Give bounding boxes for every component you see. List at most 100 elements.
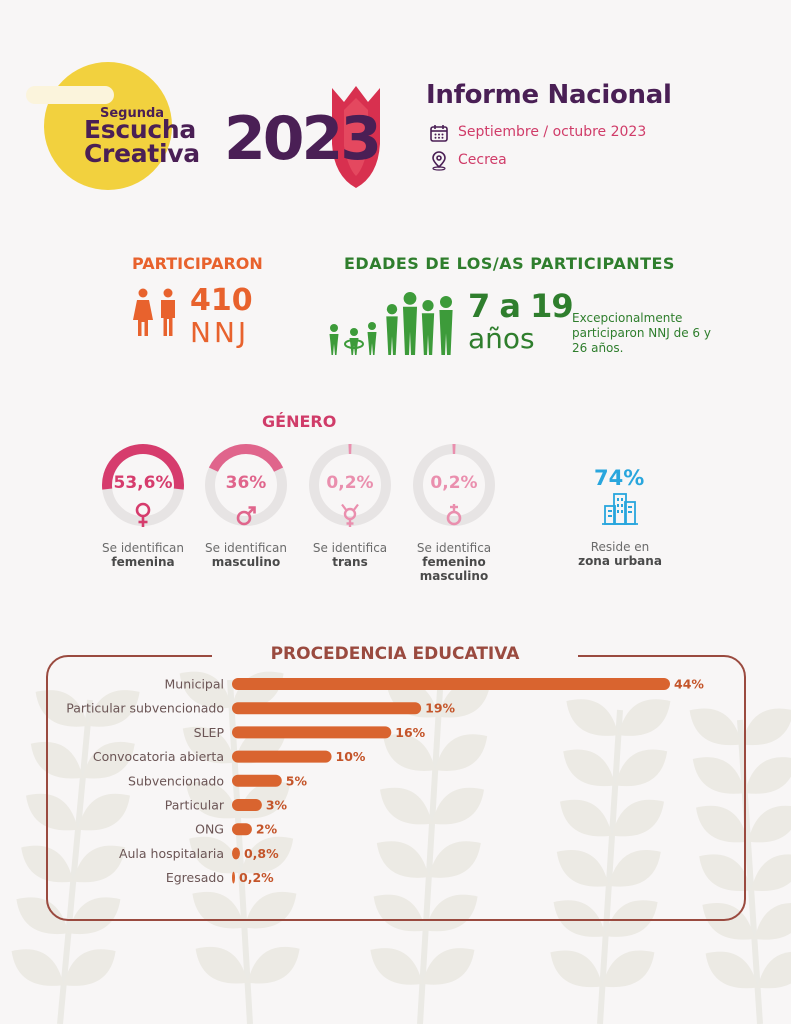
participants-title: PARTICIPARON bbox=[132, 254, 263, 273]
gender-label-androgyne: Se identifica femenino masculino bbox=[416, 541, 492, 583]
leaf-shape bbox=[705, 951, 758, 989]
leaf-shape bbox=[602, 950, 655, 988]
leaf-shape bbox=[380, 787, 432, 825]
leaf-shape bbox=[556, 849, 609, 887]
youth-figure-head bbox=[440, 296, 452, 308]
transgender-symbol-icon bbox=[341, 503, 359, 527]
leaf-shape bbox=[26, 793, 78, 831]
bar-category-label: Subvencionado bbox=[128, 773, 224, 788]
leaf-shape bbox=[757, 951, 791, 989]
gender-label-female: Se identifican femenina bbox=[102, 541, 184, 569]
leaf-shape bbox=[553, 900, 606, 937]
youth-figure-body bbox=[439, 310, 453, 355]
bar bbox=[232, 750, 332, 763]
gender-title: GÉNERO bbox=[262, 412, 337, 431]
youth-figure-body bbox=[402, 306, 418, 355]
bar bbox=[232, 823, 252, 836]
logo-cloud bbox=[26, 86, 114, 104]
urban-value: 74% bbox=[594, 466, 645, 490]
logo-year: 2023 bbox=[224, 104, 382, 174]
logo-sun-circle bbox=[44, 62, 172, 190]
youth-figure-body bbox=[349, 338, 359, 355]
leaf-shape bbox=[422, 948, 475, 985]
leaf-shape bbox=[618, 699, 671, 736]
age-range: 7 a 19 bbox=[468, 287, 574, 325]
leaf-shape bbox=[383, 734, 436, 771]
leaf-shape bbox=[63, 949, 116, 986]
participants-count: 410 bbox=[190, 283, 253, 318]
leaf-shape bbox=[16, 897, 69, 935]
youth-figure-head bbox=[330, 324, 338, 332]
leaf-shape bbox=[11, 949, 64, 986]
youth-figure-body bbox=[329, 334, 339, 355]
urban-label: Reside en zona urbana bbox=[578, 540, 662, 568]
leaf-shape bbox=[563, 749, 616, 787]
leaf-shape bbox=[195, 946, 248, 984]
bar-category-label: ONG bbox=[195, 822, 224, 837]
leaf-shape bbox=[241, 836, 294, 874]
leaf-shape bbox=[432, 787, 484, 825]
leaf-shape bbox=[179, 671, 232, 709]
leaf-shape bbox=[376, 841, 429, 878]
leaf-shape bbox=[428, 841, 481, 878]
leaf-shape bbox=[751, 854, 791, 892]
education-chart-title: PROCEDENCIA EDUCATIVA bbox=[270, 644, 520, 664]
bar bbox=[232, 871, 235, 884]
gender-label-trans: Se identifica trans bbox=[312, 541, 388, 569]
gender-value: 36% bbox=[225, 473, 267, 493]
youth-figure-head bbox=[422, 300, 434, 312]
leaf-shape bbox=[702, 903, 755, 940]
leaf-shape bbox=[78, 793, 130, 831]
gender-value: 53,6% bbox=[113, 473, 173, 493]
youth-figure-body bbox=[386, 316, 398, 355]
youth-figure-head bbox=[386, 304, 398, 315]
bar bbox=[232, 847, 240, 860]
bar bbox=[232, 702, 422, 715]
leaf-shape bbox=[754, 903, 791, 940]
leaf-shape bbox=[560, 799, 612, 837]
leaf-shape bbox=[608, 849, 661, 887]
leaf-shape bbox=[30, 741, 83, 779]
leaf-shape bbox=[612, 799, 664, 837]
leaf-shape bbox=[186, 781, 238, 819]
leaf-shape bbox=[699, 854, 752, 892]
bar-category-label: Particular subvencionado bbox=[66, 701, 224, 716]
bar bbox=[232, 726, 392, 739]
leaf-shape bbox=[370, 948, 423, 985]
leaf-shape bbox=[696, 805, 748, 843]
leaf-shape bbox=[550, 950, 603, 988]
leaf-shape bbox=[692, 757, 745, 794]
leaf-shape bbox=[744, 757, 791, 794]
gender-donut bbox=[413, 444, 495, 526]
leaf-shape bbox=[605, 900, 658, 937]
location-pin-icon bbox=[432, 151, 446, 171]
leaf-shape bbox=[87, 690, 140, 727]
donut-arc bbox=[208, 444, 284, 473]
leaf-shape bbox=[615, 749, 668, 787]
people-icon bbox=[133, 288, 175, 336]
leaf-shape bbox=[438, 680, 491, 718]
leaf-stem bbox=[417, 689, 443, 1024]
hula-hoop bbox=[344, 339, 364, 349]
leaf-shape bbox=[182, 726, 235, 764]
leaf-stem bbox=[737, 719, 763, 1024]
gender-donut bbox=[205, 444, 287, 526]
bar bbox=[232, 678, 670, 690]
leaf-shape bbox=[373, 894, 426, 932]
gender-androgyne-stat bbox=[411, 442, 497, 532]
gender-value: 0,2% bbox=[430, 473, 478, 493]
female-symbol-icon bbox=[135, 502, 151, 527]
leaf-stem bbox=[57, 699, 93, 1024]
youth-figure-body bbox=[367, 332, 377, 355]
bar-value-label: 0,2% bbox=[239, 870, 274, 885]
youth-figure-head bbox=[368, 322, 376, 330]
leaf-shape bbox=[748, 805, 791, 843]
ages-title: EDADES DE LOS/AS PARTICIPANTES bbox=[344, 254, 675, 273]
leaf-stem bbox=[227, 679, 253, 1024]
leaf-shape bbox=[425, 894, 478, 932]
bar bbox=[232, 799, 262, 811]
leaf-shape bbox=[189, 836, 242, 874]
bar-category-label: Egresado bbox=[166, 870, 224, 885]
gender-label-male: Se identifican masculino bbox=[205, 541, 287, 569]
bar-value-label: 2% bbox=[256, 822, 278, 837]
